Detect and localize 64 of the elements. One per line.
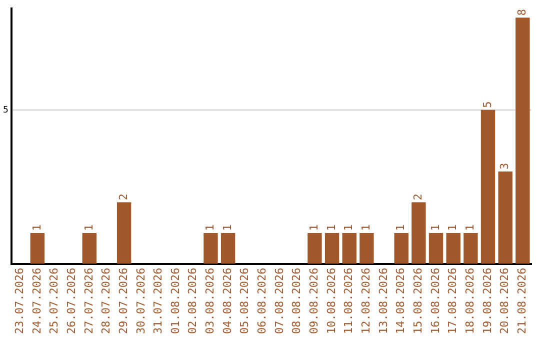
bar — [428, 233, 444, 264]
x-tick-label: 13.08.2026 — [376, 268, 390, 334]
bar — [324, 233, 340, 264]
x-tick-label: 05.08.2026 — [238, 268, 252, 334]
x-tick-label: 10.08.2026 — [324, 268, 338, 334]
data-label: 5 — [480, 101, 494, 108]
data-label: 2 — [116, 194, 130, 200]
data-label: 1 — [82, 224, 96, 232]
x-tick-label: 02.08.2026 — [186, 268, 200, 334]
bar — [412, 202, 426, 264]
bar — [394, 233, 408, 264]
bar — [480, 110, 496, 264]
data-label: 1 — [446, 224, 460, 232]
data-label: 1 — [30, 224, 44, 232]
x-tick-label: 14.08.2026 — [394, 268, 408, 334]
x-tick-label: 08.08.2026 — [290, 268, 304, 334]
x-tick-label: 25.07.2026 — [48, 268, 61, 334]
x-tick-label: 15.08.2026 — [412, 268, 425, 334]
x-tick-label: 03.08.2026 — [204, 268, 217, 334]
x-tick-label: 27.07.2026 — [82, 268, 96, 334]
bar — [82, 233, 97, 264]
bar — [498, 171, 512, 264]
data-label: 1 — [394, 224, 408, 232]
x-tick-label: 01.08.2026 — [168, 268, 182, 334]
x-tick-label: 16.08.2026 — [428, 268, 442, 334]
x-tick-label: 12.08.2026 — [360, 268, 373, 334]
bar — [464, 233, 478, 264]
bar — [360, 233, 374, 264]
x-tick-label: 11.08.2026 — [342, 268, 356, 334]
x-tick-label: 31.07.2026 — [152, 268, 165, 334]
data-label: 1 — [204, 224, 217, 232]
x-tick-label: 24.07.2026 — [30, 268, 44, 334]
data-label: 1 — [464, 224, 477, 232]
x-tick-label: 26.07.2026 — [64, 268, 78, 334]
x-tick-label: 04.08.2026 — [220, 268, 234, 334]
bar — [116, 202, 132, 264]
bar — [516, 18, 530, 264]
data-label: 1 — [342, 224, 356, 232]
x-tick-label: 21.08.2026 — [516, 268, 529, 334]
bar — [220, 233, 236, 264]
bar — [204, 233, 218, 264]
x-tick-label: 07.08.2026 — [272, 268, 286, 334]
data-label: 1 — [220, 224, 234, 232]
x-tick-label: 30.07.2026 — [134, 268, 148, 334]
data-label: 1 — [428, 224, 442, 232]
data-label: 2 — [412, 194, 425, 200]
x-tick-label: 17.08.2026 — [446, 268, 460, 334]
x-tick-label: 28.07.2026 — [100, 268, 113, 334]
x-tick-label: 29.07.2026 — [116, 268, 130, 334]
x-tick-label: 06.08.2026 — [256, 268, 269, 334]
x-tick-label: 09.08.2026 — [308, 268, 321, 334]
bar — [30, 233, 45, 264]
data-label: 1 — [360, 224, 373, 232]
data-label: 3 — [498, 162, 512, 170]
data-label: 1 — [308, 224, 321, 232]
data-label: 8 — [516, 9, 529, 16]
x-tick-label: 19.08.2026 — [480, 268, 494, 334]
x-tick-label: 20.08.2026 — [498, 268, 512, 334]
x-tick-label: 18.08.2026 — [464, 268, 477, 334]
x-tick-label: 23.07.2026 — [12, 268, 26, 334]
data-label: 1 — [324, 224, 338, 232]
bar — [308, 233, 322, 264]
bar — [342, 233, 356, 264]
bar — [446, 233, 460, 264]
